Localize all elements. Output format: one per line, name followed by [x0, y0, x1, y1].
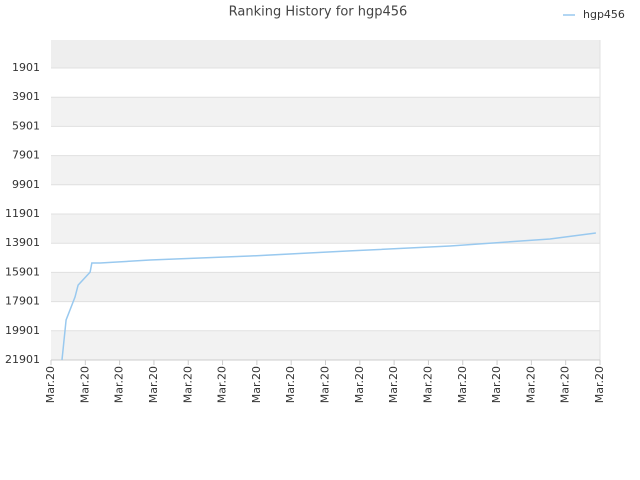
plot-band [51, 301, 600, 331]
plot-band [51, 184, 600, 215]
x-tick-label: Mar.20 [216, 366, 229, 403]
plot-band [51, 272, 600, 302]
x-tick-label: Mar.20 [181, 366, 194, 403]
y-tick-label: 19901 [5, 324, 40, 337]
x-tick-label: Mar.20 [284, 366, 297, 403]
chart-title: Ranking History for hgp456 [229, 5, 408, 20]
x-tick-label: Mar.20 [593, 366, 606, 403]
plot-band [51, 243, 600, 273]
x-tick-label: Mar.20 [353, 366, 366, 403]
x-tick-label: Mar.20 [421, 366, 434, 403]
x-tick-label: Mar.20 [456, 366, 469, 403]
x-tick-label: Mar.20 [387, 366, 400, 403]
plot-band [51, 40, 600, 69]
x-tick-label: Mar.20 [490, 366, 503, 403]
plot-band [51, 68, 600, 98]
x-tick-label: Mar.20 [559, 366, 572, 403]
y-tick-label: 15901 [5, 265, 40, 278]
plot-band [51, 155, 600, 185]
data-line [61, 232, 596, 361]
y-tick-label: 11901 [5, 207, 40, 220]
x-tick-label: Mar.20 [78, 366, 91, 403]
y-tick-label: 17901 [5, 295, 40, 308]
legend-label: hgp456 [583, 8, 625, 21]
plot-band [51, 97, 600, 127]
x-tick-label: Mar.20 [250, 366, 263, 403]
x-tick-label: Mar.20 [319, 366, 332, 403]
x-tick-label: Mar.20 [113, 366, 126, 403]
y-tick-label: 7901 [12, 149, 40, 162]
y-tick-label: 1901 [12, 61, 40, 74]
y-tick-label: 13901 [5, 236, 40, 249]
x-tick-label: Mar.20 [147, 366, 160, 403]
y-tick-label: 3901 [12, 90, 40, 103]
y-tick-label: 21901 [5, 353, 40, 366]
plot-band [51, 330, 600, 360]
x-tick-label: Mar.20 [44, 366, 57, 403]
x-tick-label: Mar.20 [524, 366, 537, 403]
plot-band [51, 214, 600, 244]
y-tick-label: 9901 [12, 178, 40, 191]
plot-band [51, 126, 600, 156]
y-tick-label: 5901 [12, 119, 40, 132]
